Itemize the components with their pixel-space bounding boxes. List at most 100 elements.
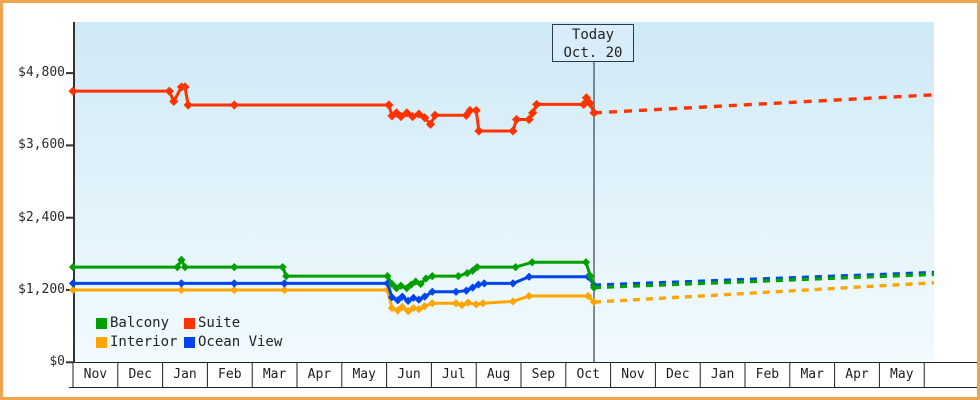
data-point-marker xyxy=(404,296,413,305)
data-point-marker xyxy=(68,285,78,295)
data-point-marker xyxy=(68,263,78,272)
data-point-marker xyxy=(68,86,78,96)
data-point-marker xyxy=(173,263,182,272)
data-point-marker xyxy=(407,280,416,289)
data-point-marker xyxy=(474,280,483,289)
data-point-marker xyxy=(524,114,534,125)
x-axis-month-label: Nov xyxy=(621,367,645,382)
x-axis-month-label: Oct xyxy=(576,367,600,382)
series-projection-balcony xyxy=(593,272,935,290)
data-point-marker xyxy=(387,279,397,289)
data-point-marker xyxy=(465,105,475,116)
y-axis-label: $1,200 xyxy=(18,282,65,297)
data-point-marker xyxy=(230,285,239,295)
data-point-marker xyxy=(169,96,179,107)
data-point-marker xyxy=(420,302,429,311)
data-point-marker xyxy=(404,306,413,316)
data-point-marker xyxy=(416,279,425,289)
data-point-marker xyxy=(384,100,394,110)
data-point-marker xyxy=(278,263,287,272)
x-axis-month-label: Jan xyxy=(710,367,735,382)
price-history-chart xyxy=(66,22,977,388)
data-point-marker xyxy=(472,263,482,272)
legend-swatch xyxy=(96,336,107,348)
data-point-marker xyxy=(282,272,291,281)
today-annotation: Today Oct. 20 xyxy=(552,24,634,62)
data-point-marker xyxy=(396,111,406,122)
x-axis-month-label: Aug xyxy=(486,367,511,382)
series-line-interior xyxy=(71,288,596,313)
data-point-marker xyxy=(454,272,463,281)
data-point-marker xyxy=(183,100,193,110)
x-axis-month-label: Jun xyxy=(397,367,421,382)
legend-item-balcony: Balcony xyxy=(96,314,184,332)
data-point-marker xyxy=(180,263,190,272)
data-point-marker xyxy=(409,303,418,313)
data-point-marker xyxy=(508,126,518,136)
data-point-marker xyxy=(177,285,186,295)
data-point-marker xyxy=(524,272,534,281)
data-point-marker xyxy=(230,279,239,288)
data-point-marker xyxy=(414,305,423,314)
x-axis-month-label: Feb xyxy=(218,367,242,382)
plot-area xyxy=(75,22,934,363)
data-point-marker xyxy=(471,105,481,116)
legend-item-ocean-view: Ocean View xyxy=(184,333,282,351)
data-point-marker xyxy=(451,287,461,296)
y-axis-label: $2,400 xyxy=(18,209,65,225)
series-projection-suite xyxy=(593,93,935,115)
legend-label: Balcony xyxy=(110,315,170,331)
data-point-marker xyxy=(480,279,489,288)
x-axis-month-label: Feb xyxy=(755,367,780,382)
data-point-marker xyxy=(428,299,437,308)
data-point-marker xyxy=(383,272,392,281)
data-point-marker xyxy=(474,126,484,136)
series-line-ocean-view xyxy=(71,275,596,303)
data-point-marker xyxy=(579,99,589,110)
data-point-marker xyxy=(511,263,520,272)
y-axis-label: $4,800 xyxy=(18,65,65,81)
data-point-marker xyxy=(430,110,440,120)
data-point-marker xyxy=(164,86,174,96)
data-point-marker xyxy=(414,109,424,119)
data-point-marker xyxy=(472,300,481,309)
data-point-marker xyxy=(177,279,186,288)
today-date: Oct. 20 xyxy=(563,45,623,61)
data-point-marker xyxy=(528,258,537,267)
data-point-marker xyxy=(421,274,431,283)
data-point-marker xyxy=(398,292,407,301)
data-point-marker xyxy=(409,293,418,302)
data-point-marker xyxy=(393,306,402,315)
data-point-marker xyxy=(387,303,397,313)
data-point-marker xyxy=(581,258,591,267)
x-axis-month-label: Nov xyxy=(83,367,108,382)
data-point-marker xyxy=(457,300,466,310)
legend-label: Ocean View xyxy=(198,334,283,350)
data-point-marker xyxy=(585,98,595,108)
x-axis-month-label: Mar xyxy=(800,367,824,382)
data-point-marker xyxy=(468,283,477,292)
data-point-marker xyxy=(586,272,595,281)
series-projection-ocean-view xyxy=(593,270,935,287)
y-axis-label: $0 xyxy=(49,354,65,370)
legend-label: Suite xyxy=(198,315,241,331)
data-point-marker xyxy=(280,285,289,295)
data-point-marker xyxy=(528,108,538,118)
legend-swatch xyxy=(184,317,195,329)
data-point-marker xyxy=(508,297,518,306)
x-axis-month-label: Dec xyxy=(666,367,690,382)
today-label: Today xyxy=(571,27,615,43)
series-projection-interior xyxy=(593,281,935,304)
data-point-marker xyxy=(468,266,477,275)
x-axis-month-label: May xyxy=(890,367,914,382)
data-point-marker xyxy=(584,291,593,301)
x-axis-month-label: Dec xyxy=(128,367,152,382)
data-point-marker xyxy=(511,114,522,125)
data-point-marker xyxy=(589,108,599,118)
legend-swatch xyxy=(184,336,195,348)
legend-item-suite: Suite xyxy=(184,314,282,332)
data-point-marker xyxy=(428,287,437,296)
data-point-marker xyxy=(420,113,430,123)
data-point-marker xyxy=(462,286,471,295)
